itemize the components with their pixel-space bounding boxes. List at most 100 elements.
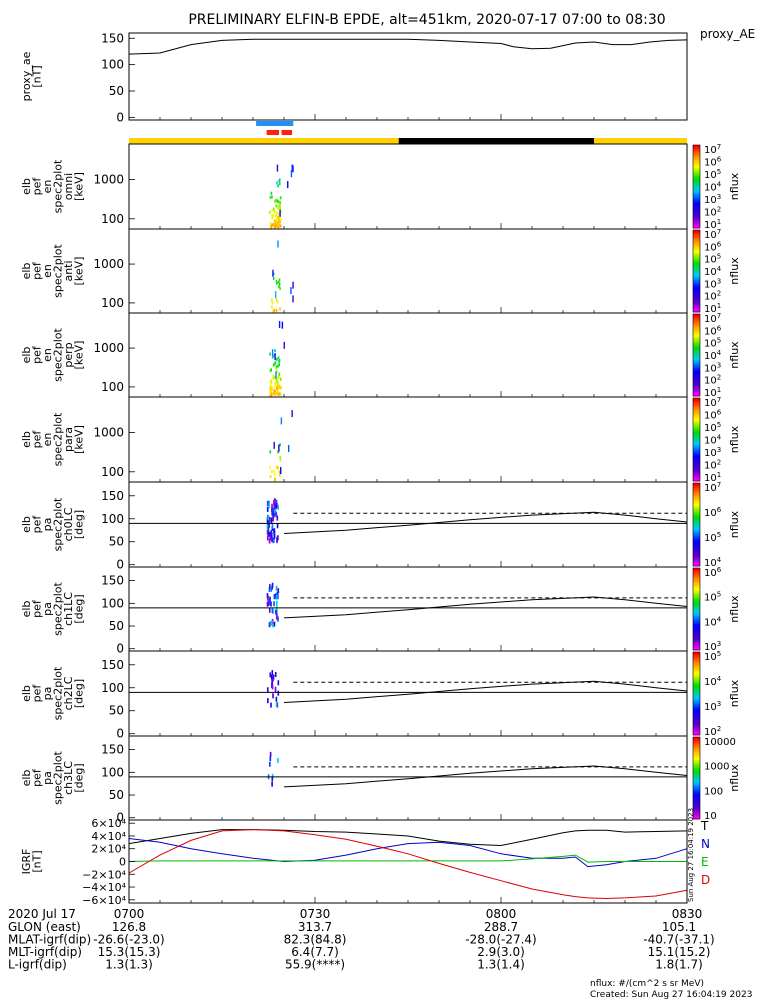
colorbar-cell	[693, 180, 700, 183]
colorbar-cell	[693, 652, 700, 655]
colorbar-cell	[693, 693, 700, 697]
colorbar-cell	[693, 344, 700, 348]
spectrogram-pixel	[270, 380, 273, 384]
spectrogram-pixel	[287, 181, 289, 189]
colorbar-cell	[693, 190, 700, 194]
energy-spectrogram-ylabel: anti	[62, 260, 75, 281]
colorbar-cell	[693, 184, 700, 187]
colorbar-label: nflux	[728, 341, 741, 369]
colorbar-tick-label: 103	[704, 361, 721, 374]
colorbar-tick-label: 101	[704, 471, 721, 484]
colorbar-cell	[693, 528, 700, 532]
spectrogram-pixel	[274, 609, 277, 615]
igrf-series-T	[128, 829, 688, 847]
spectrogram-pixel	[275, 609, 278, 615]
colorbar-cell	[693, 406, 700, 409]
colorbar-cell	[693, 619, 700, 622]
pitch-angle-ylabel: elb	[20, 770, 33, 787]
panel-frame	[128, 312, 688, 398]
colorbar-cell	[693, 509, 700, 513]
y-tick-label: 0	[116, 110, 124, 124]
colorbar-cell	[693, 458, 700, 461]
spectrogram-pixel	[275, 377, 278, 381]
spectrogram-pixel	[267, 531, 270, 537]
pitch-angle-ylabel: elb	[20, 601, 33, 618]
colorbar-cell	[693, 153, 700, 156]
spectrogram-pixel	[273, 389, 275, 393]
spectrogram-pixel	[270, 368, 272, 372]
colorbar-cell	[693, 747, 700, 750]
spectrogram-pixel	[277, 757, 279, 763]
y-tick-label: 50	[109, 788, 124, 802]
colorbar-tick-label: 103	[704, 193, 721, 206]
colorbar-cell	[693, 435, 700, 438]
colorbar-tick-label: 107	[704, 396, 721, 409]
colorbar-cell	[693, 266, 700, 270]
colorbar-label: nflux	[728, 764, 741, 792]
colorbar-cell	[693, 332, 700, 335]
colorbar-label: nflux	[728, 172, 741, 200]
spectrogram-pixel	[273, 441, 275, 449]
spectrogram-pixel	[274, 478, 276, 482]
energy-spectrogram-ylabel: elb	[20, 431, 33, 448]
colorbar-cell	[693, 689, 700, 692]
colorbar-cell	[693, 264, 700, 268]
colorbar-cell	[693, 385, 700, 389]
spectrogram-pixel	[277, 207, 280, 211]
spectrogram-pixel	[269, 391, 272, 395]
colorbar-cell	[693, 658, 700, 661]
spectrogram-pixel	[275, 219, 278, 223]
colorbar-cell	[693, 660, 700, 663]
colorbar-cell	[693, 771, 700, 775]
spectrogram-pixel	[270, 385, 273, 389]
spectrogram-pixel	[276, 281, 278, 285]
colorbar-tick-label: 102	[704, 374, 721, 387]
colorbar-tick-label: 106	[704, 324, 722, 337]
colorbar-cell	[693, 570, 700, 573]
spectrogram-pixel	[268, 607, 271, 613]
colorbar-cell	[693, 778, 700, 781]
colorbar-cell	[693, 171, 700, 175]
colorbar-cell	[693, 743, 700, 746]
colorbar-cell	[693, 174, 700, 177]
pitch-angle-ylabel: [deg]	[73, 763, 86, 792]
pitch-angle-ylabel: pa	[41, 771, 54, 785]
colorbar-cell	[693, 681, 700, 684]
colorbar-cell	[693, 159, 700, 163]
colorbar-cell	[693, 198, 700, 202]
colorbar-cell	[693, 557, 700, 561]
colorbar-cell	[693, 788, 700, 791]
colorbar-cell	[693, 633, 700, 637]
colorbar-cell	[693, 167, 700, 171]
colorbar-tick-label: 107	[704, 312, 721, 325]
colorbar-cell	[693, 625, 700, 628]
spectrogram-pixel	[274, 224, 277, 228]
epd-collection-bar	[256, 121, 294, 126]
colorbar-cell	[693, 182, 700, 185]
spectrogram-pixel	[275, 371, 277, 379]
spectrogram-pixel	[271, 195, 273, 199]
axis-row-label: L-igrf(dip)	[8, 958, 67, 972]
spectrogram-pixel	[279, 307, 281, 311]
spectrogram-pixel	[274, 383, 277, 387]
spectrogram-pixel	[270, 383, 272, 387]
colorbar-cell	[693, 592, 700, 596]
energy-spectrogram-ylabel: [keV]	[73, 341, 86, 370]
colorbar-cell	[693, 672, 700, 676]
spectrogram-pixel	[277, 385, 280, 389]
colorbar-cell	[693, 155, 700, 158]
colorbar-cell	[693, 726, 700, 730]
colorbar-cell	[693, 454, 700, 457]
colorbar-cell	[693, 254, 700, 258]
spectrogram-pixel	[271, 679, 273, 685]
spectrogram-pixel	[279, 392, 282, 396]
colorbar-cell	[693, 400, 700, 403]
colorbar-cell	[693, 701, 700, 705]
spectrogram-pixel	[277, 364, 280, 368]
colorbar-tick-label: 104	[704, 434, 722, 447]
spectrogram-pixel	[267, 595, 269, 601]
spectrogram-pixel	[278, 386, 281, 390]
axis-row-value: 1.3(1.4)	[477, 958, 525, 972]
units-note: nflux: #/(cm^2 s sr MeV)	[590, 979, 704, 989]
